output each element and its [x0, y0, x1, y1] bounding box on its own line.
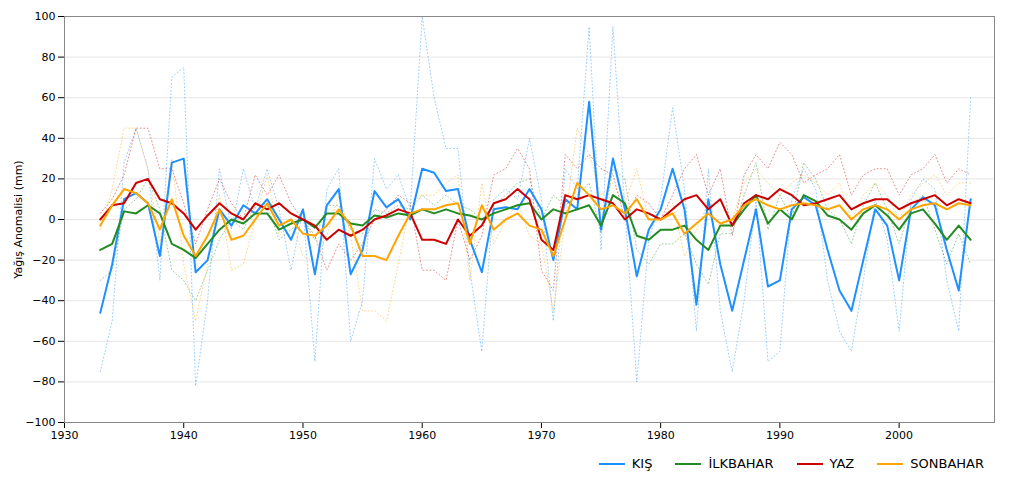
svg-text:1940: 1940: [170, 429, 198, 442]
svg-text:−80: −80: [32, 375, 55, 388]
svg-text:1980: 1980: [647, 429, 675, 442]
svg-text:−100: −100: [25, 416, 55, 429]
svg-text:60: 60: [42, 91, 56, 104]
svg-text:1960: 1960: [408, 429, 436, 442]
svg-text:−40: −40: [32, 294, 55, 307]
svg-text:100: 100: [35, 10, 56, 23]
svg-text:0: 0: [49, 213, 56, 226]
html-text:YAZ: YAZ: [829, 456, 855, 471]
html-text:İLKBAHAR: İLKBAHAR: [708, 456, 774, 471]
svg-text:1990: 1990: [766, 429, 794, 442]
svg-text:−60: −60: [32, 335, 55, 348]
svg-text:20: 20: [42, 172, 56, 185]
svg-text:Yağış Anomalisi (mm): Yağış Anomalisi (mm): [12, 160, 25, 279]
html-text:KIŞ: KIŞ: [631, 456, 653, 471]
svg-text:40: 40: [42, 132, 56, 145]
svg-text:1970: 1970: [527, 429, 555, 442]
svg-text:2000: 2000: [885, 429, 913, 442]
svg-text:1950: 1950: [289, 429, 317, 442]
svg-text:−20: −20: [32, 254, 55, 267]
svg-text:80: 80: [42, 51, 56, 64]
html-text:SONBAHAR: SONBAHAR: [910, 456, 984, 471]
svg-text:1930: 1930: [51, 429, 79, 442]
